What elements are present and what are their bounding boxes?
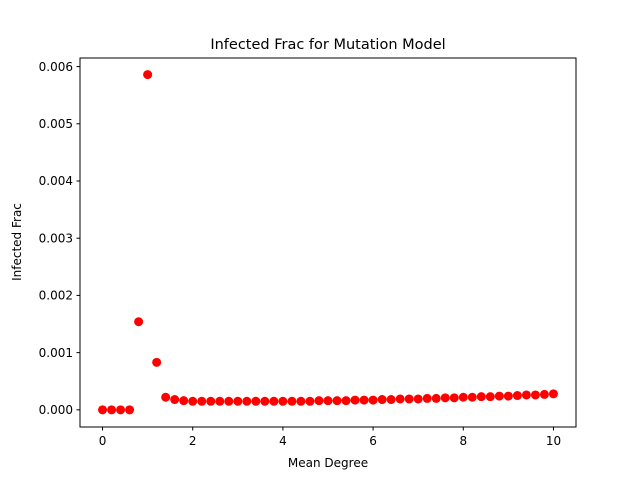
data-point [305,396,315,406]
data-point [116,405,126,415]
data-point [107,405,117,415]
x-axis-label: Mean Degree [288,456,368,470]
data-point [206,396,216,406]
data-point [287,396,297,406]
y-tick-label: 0.005 [39,117,73,131]
data-point [521,390,531,400]
data-point [161,392,171,402]
data-point [548,389,558,399]
data-point [368,395,378,405]
data-point [125,405,135,415]
x-tick-label: 10 [546,434,561,448]
data-point [494,391,504,401]
y-tick-label: 0.006 [39,60,73,74]
data-point [449,393,459,403]
data-point [188,396,198,406]
x-tick-label: 2 [189,434,197,448]
y-tick-label: 0.003 [39,231,73,245]
data-point [260,396,270,406]
data-point [485,392,495,402]
data-point [476,392,486,402]
data-points [98,70,558,415]
data-point [296,396,306,406]
data-point [503,391,513,401]
x-tick-label: 4 [279,434,287,448]
data-point [278,396,288,406]
data-point [314,396,324,406]
data-point [413,394,423,404]
data-point [431,393,441,403]
data-point [341,396,351,406]
data-point [530,390,540,400]
data-point [233,396,243,406]
y-tick-label: 0.000 [39,403,73,417]
data-point [251,396,261,406]
data-point [323,396,333,406]
data-point [134,317,144,327]
data-point [377,395,387,405]
data-point [143,70,153,80]
data-point [224,396,234,406]
data-point [359,395,369,405]
data-point [512,391,522,401]
data-point [386,395,396,405]
data-point [152,357,162,367]
y-axis-label: Infected Frac [10,203,24,281]
y-tick-label: 0.002 [39,289,73,303]
data-point [269,396,279,406]
data-point [467,392,477,402]
data-point [98,405,108,415]
data-point [440,393,450,403]
chart-title: Infected Frac for Mutation Model [210,37,445,53]
y-tick-label: 0.004 [39,174,73,188]
x-axis-ticks: 0 2 4 6 8 10 [99,427,561,448]
x-tick-label: 6 [369,434,377,448]
data-point [179,396,189,406]
y-tick-label: 0.001 [39,346,73,360]
data-point [197,396,207,406]
data-point [422,393,432,403]
data-point [170,395,180,405]
data-point [404,394,414,404]
data-point [350,395,360,405]
plot-frame [79,57,577,428]
data-point [395,394,405,404]
data-point [458,392,468,402]
data-point [215,396,225,406]
x-tick-label: 0 [99,434,107,448]
x-tick-label: 8 [459,434,467,448]
data-point [332,396,342,406]
y-axis-ticks: 0.000 0.001 0.002 0.003 0.004 0.005 0.006 [39,60,80,417]
data-point [242,396,252,406]
data-point [539,389,549,399]
